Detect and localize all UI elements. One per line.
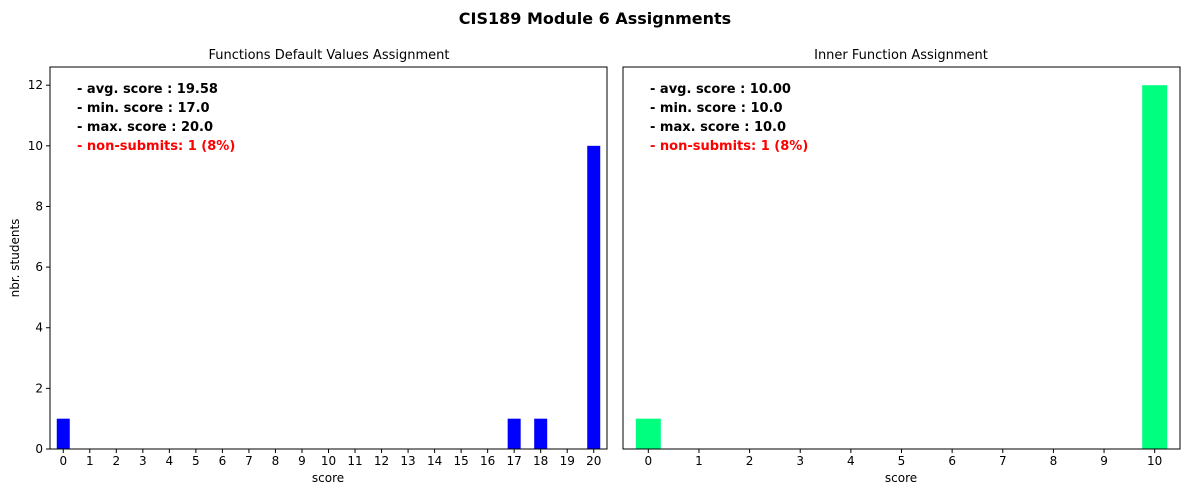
y-tick-label: 6	[35, 260, 43, 274]
x-tick-label: 10	[321, 454, 336, 468]
x-tick-group: 0 1 2 3 4 5 6 7 8 9 10 11 12 13 14 15 16 17 18 19 20	[59, 449, 601, 468]
y-tick-label: 2	[35, 381, 43, 395]
bar-group	[57, 146, 600, 449]
x-tick-label: 3	[796, 454, 804, 468]
bar-score-20	[587, 146, 600, 449]
x-tick-label: 3	[139, 454, 147, 468]
x-tick-label: 5	[192, 454, 200, 468]
max-score-text: - max. score : 10.0	[650, 120, 786, 135]
stats-annotation: - avg. score : 19.58 - min. score : 17.0…	[77, 82, 235, 154]
x-tick-label: 11	[347, 454, 362, 468]
x-tick-label: 1	[695, 454, 703, 468]
x-tick-label: 9	[298, 454, 306, 468]
x-tick-label: 6	[219, 454, 227, 468]
x-tick-label: 8	[272, 454, 280, 468]
avg-score-text: - avg. score : 10.00	[650, 82, 791, 97]
y-tick-label: 0	[35, 442, 43, 456]
x-tick-label: 15	[453, 454, 468, 468]
bar-score-18	[534, 419, 547, 449]
x-tick-label: 8	[1050, 454, 1058, 468]
x-tick-group: 0 1 2 3 4 5 6 7 8 9 10	[644, 449, 1162, 468]
max-score-text: - max. score : 20.0	[77, 120, 213, 135]
y-tick-group: 0 2 4 6 8 10 12	[28, 78, 50, 456]
x-axis-label: score	[312, 471, 344, 485]
y-tick-label: 4	[35, 321, 43, 335]
x-tick-label: 2	[112, 454, 120, 468]
y-axis-label: nbr. students	[8, 219, 22, 298]
x-tick-label: 7	[245, 454, 253, 468]
x-tick-label: 14	[427, 454, 442, 468]
chart-title: Inner Function Assignment	[814, 48, 988, 63]
x-tick-label: 12	[374, 454, 389, 468]
y-tick-label: 10	[28, 139, 43, 153]
bar-score-0	[57, 419, 70, 449]
x-tick-label: 6	[948, 454, 956, 468]
avg-score-text: - avg. score : 19.58	[77, 82, 218, 97]
x-tick-label: 18	[533, 454, 548, 468]
chart-title: Functions Default Values Assignment	[209, 48, 450, 63]
x-tick-label: 2	[746, 454, 754, 468]
bar-score-10	[1142, 85, 1167, 449]
chart-panel-inner-function: Inner Function Assignment 0 1 2 3 4 5 6 7 8 9 10 s…	[623, 48, 1180, 485]
stats-annotation: - avg. score : 10.00 - min. score : 10.0…	[650, 82, 808, 154]
x-tick-label: 17	[507, 454, 522, 468]
x-tick-label: 5	[898, 454, 906, 468]
x-tick-label: 7	[999, 454, 1007, 468]
x-tick-label: 1	[86, 454, 94, 468]
x-axis-label: score	[885, 471, 917, 485]
x-tick-label: 20	[586, 454, 601, 468]
min-score-text: - min. score : 17.0	[77, 101, 210, 116]
non-submits-text: - non-submits: 1 (8%)	[77, 139, 235, 154]
x-tick-label: 4	[847, 454, 855, 468]
min-score-text: - min. score : 10.0	[650, 101, 783, 116]
x-tick-label: 4	[166, 454, 174, 468]
x-tick-label: 13	[400, 454, 415, 468]
x-tick-label: 9	[1100, 454, 1108, 468]
figure-title: CIS189 Module 6 Assignments	[459, 9, 731, 28]
x-tick-label: 19	[560, 454, 575, 468]
y-tick-label: 8	[35, 199, 43, 213]
x-tick-label: 10	[1147, 454, 1162, 468]
x-tick-label: 0	[59, 454, 67, 468]
x-tick-label: 16	[480, 454, 495, 468]
x-tick-label: 0	[644, 454, 652, 468]
bar-score-0	[636, 419, 661, 449]
y-tick-label: 12	[28, 78, 43, 92]
non-submits-text: - non-submits: 1 (8%)	[650, 139, 808, 154]
bar-score-17	[508, 419, 521, 449]
